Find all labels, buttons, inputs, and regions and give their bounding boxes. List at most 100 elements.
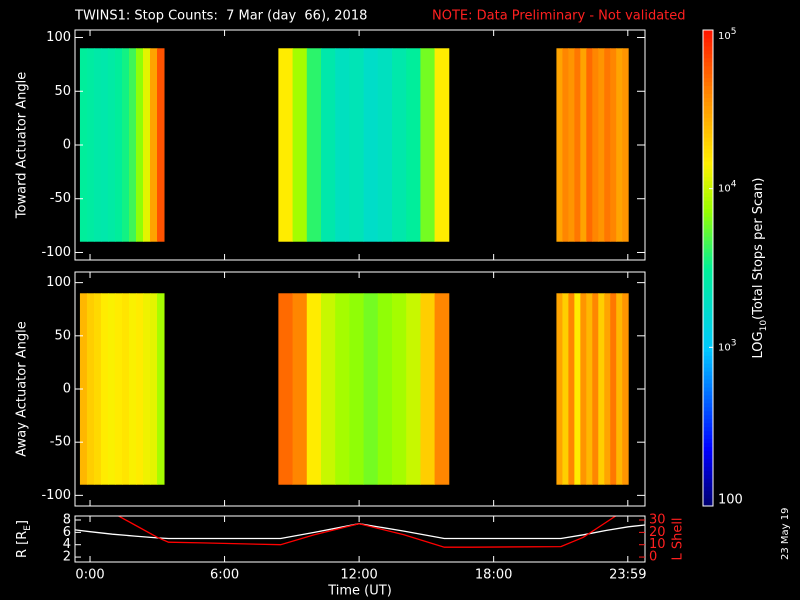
colorbar-swatch: [703, 184, 713, 190]
colorbar-swatch: [703, 383, 713, 388]
heatmap-cell: [434, 48, 450, 242]
colorbar-swatch: [703, 327, 713, 332]
colorbar-swatch: [703, 252, 713, 257]
heatmap-cell: [107, 48, 116, 242]
label-part: R [R: [15, 531, 30, 558]
colorbar-swatch: [703, 347, 713, 352]
heatmap-cell: [434, 293, 450, 485]
heatmap-cell: [100, 48, 109, 242]
colorbar-swatch: [703, 470, 713, 475]
colorbar-swatch: [703, 192, 713, 198]
heatmap-cell: [320, 48, 336, 242]
colorbar-swatch: [703, 426, 713, 432]
heatmap-cell: [391, 48, 407, 242]
y-tick-label: 6: [63, 525, 71, 540]
heatmap-cell: [586, 48, 593, 242]
x-axis-label: Time (UT): [327, 584, 392, 599]
colorbar-swatch: [703, 49, 713, 55]
colorbar-swatch: [703, 65, 713, 71]
y-tick-label: 0: [63, 382, 71, 397]
label-exponent: 4: [731, 179, 737, 189]
heatmap-cell: [420, 293, 436, 485]
colorbar-swatch: [703, 398, 713, 404]
y-tick-label: 4: [63, 537, 71, 552]
label-part: ]: [15, 520, 30, 525]
heatmap-cell: [556, 48, 563, 242]
colorbar-swatch: [703, 335, 713, 340]
y-axis-label: Toward Actuator Angle: [15, 72, 30, 219]
colorbar-swatch: [703, 240, 713, 245]
colorbar-swatch: [703, 454, 713, 459]
y-tick-label: -100: [41, 488, 71, 503]
colorbar-swatch: [703, 85, 713, 90]
heatmap-cell: [592, 293, 599, 485]
y2-tick-label: 30: [649, 513, 666, 528]
colorbar-swatch: [703, 418, 713, 424]
heatmap-cell: [574, 48, 581, 242]
colorbar-swatch: [703, 323, 713, 328]
colorbar-swatch: [703, 351, 713, 356]
colorbar-swatch: [703, 402, 713, 408]
y-tick-label: 8: [63, 513, 71, 528]
label-base: 10: [718, 31, 731, 42]
colorbar-swatch: [703, 176, 713, 182]
colorbar-swatch: [703, 442, 713, 447]
y-axis-label: Away Actuator Angle: [15, 321, 30, 456]
colorbar-swatch: [703, 105, 713, 110]
colorbar-swatch: [703, 188, 713, 194]
colorbar-swatch: [703, 355, 713, 360]
colorbar-swatch: [703, 478, 713, 483]
heatmap-cell: [121, 293, 130, 485]
colorbar-swatch: [703, 61, 713, 67]
colorbar-swatch: [703, 180, 713, 186]
colorbar-swatch: [703, 30, 713, 35]
y-tick-label: -100: [41, 245, 71, 260]
colorbar-swatch: [703, 168, 713, 174]
heatmap-cell: [586, 293, 593, 485]
colorbar-swatch: [703, 81, 713, 87]
heatmap-cell: [93, 48, 102, 242]
colorbar-swatch: [703, 394, 713, 400]
colorbar-swatch: [703, 33, 713, 39]
heatmap-cell: [592, 48, 599, 242]
colorbar-swatch: [703, 295, 713, 301]
colorbar-swatch: [703, 275, 713, 281]
colorbar-swatch: [703, 264, 713, 269]
colorbar-swatch: [703, 69, 713, 75]
heatmap-cell: [622, 48, 629, 242]
heatmap-cell: [306, 48, 322, 242]
heatmap-cell: [79, 48, 88, 242]
colorbar-swatch: [703, 434, 713, 440]
colorbar-swatch: [703, 145, 713, 150]
colorbar-swatch: [703, 260, 713, 265]
heatmap-cell: [79, 293, 88, 485]
colorbar-swatch: [703, 57, 713, 63]
x-tick-label: 0:00: [75, 568, 104, 583]
colorbar-label: LOG10(Total Stops per Scan): [751, 178, 769, 359]
colorbar-swatch: [703, 244, 713, 249]
y-tick-label: 50: [54, 84, 71, 99]
heatmap-cell: [157, 293, 165, 485]
colorbar-swatch: [703, 53, 713, 59]
colorbar-swatch: [703, 228, 713, 233]
colorbar-swatch: [703, 121, 713, 126]
heatmap-cell: [610, 293, 617, 485]
colorbar-swatch: [703, 339, 713, 344]
x-tick-label: 18:00: [475, 568, 512, 583]
colorbar-swatch: [703, 462, 713, 467]
colorbar-swatch: [703, 196, 713, 202]
heatmap-cell: [335, 48, 350, 242]
heatmap-cell: [135, 293, 144, 485]
colorbar-swatch: [703, 152, 713, 158]
y2-axis-label: L Shell: [671, 517, 686, 560]
heatmap-cell: [292, 48, 308, 242]
heatmap-cell: [121, 48, 130, 242]
x-tick-label: 12:00: [340, 568, 377, 583]
y2-tick-label: 20: [649, 525, 666, 540]
colorbar-frame: [702, 29, 714, 507]
colorbar-swatch: [703, 283, 713, 289]
colorbar-swatch: [703, 343, 713, 348]
label-base: 10: [718, 184, 731, 195]
heatmap-cell: [157, 48, 165, 242]
